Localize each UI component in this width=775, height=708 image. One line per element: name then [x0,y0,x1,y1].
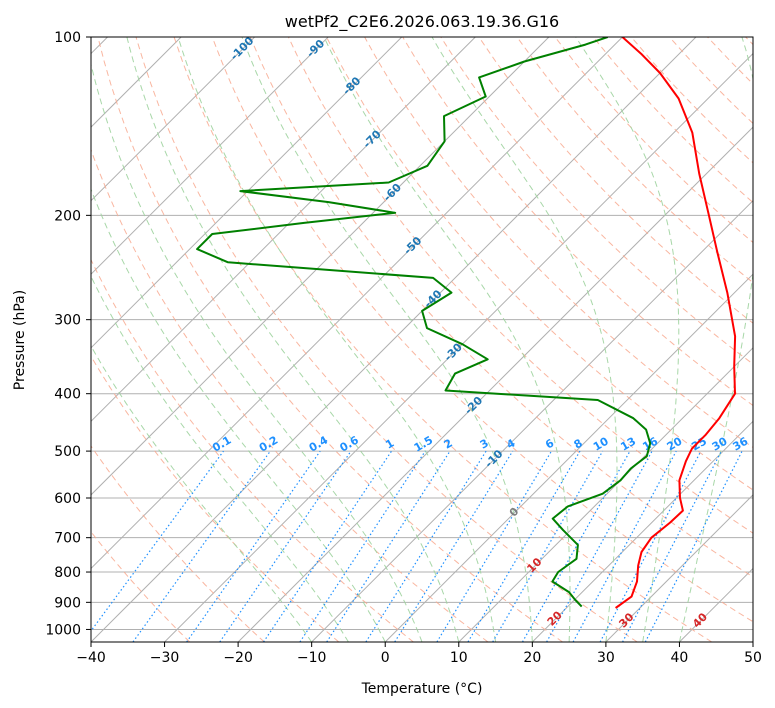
dry-adiabat-line [249,37,753,578]
isotherm-line [91,37,329,275]
y-tick-label: 100 [54,30,81,46]
dry-adiabat-line [91,445,265,642]
isotherm-line [91,37,403,349]
mixing-ratio-line [492,450,604,642]
moist-adiabat-line [91,275,349,642]
isotherm-line [237,126,753,642]
y-tick-label: 700 [54,531,81,547]
mixing-ratio-line [219,450,352,642]
isotherm-line [531,420,753,642]
y-axis-label: Pressure (hPa) [12,290,28,390]
x-tick-label: 50 [744,650,762,666]
moist-adiabat-line [241,37,533,642]
mixing-ratio-line [572,450,677,642]
mixing-ratio-line [467,450,581,642]
x-tick-label: 40 [671,650,689,666]
isotherm-line [752,641,753,642]
axis-ticks: −40 −30 −20 −10 0 10 20 30 40 50 100 200 300 400 500 60… [45,30,762,666]
y-tick-label: 900 [54,595,81,611]
x-axis-label: Temperature (°C) [361,681,483,697]
isotherm-line [91,37,623,570]
dry-adiabat-line [173,37,713,642]
mixing-ratio-line [546,450,653,642]
x-tick-label: 10 [450,650,468,666]
moist-adiabat-line [91,188,386,642]
dry-adiabat-line [91,355,340,642]
x-tick-label: 30 [597,650,615,666]
isotherm-line [91,37,256,202]
y-tick-label: 300 [54,313,81,329]
y-tick-label: 500 [54,444,81,460]
isotherm-line [91,37,476,423]
isotherm-line [605,494,753,642]
y-tick-label: 200 [54,208,81,224]
moist-adiabat-line [91,62,423,642]
mixing-ratio-line [394,450,514,642]
isotherm-line [384,273,753,642]
dry-adiabat-line [91,258,414,642]
y-tick-label: 600 [54,491,81,507]
profiles [196,37,737,609]
moist-adiabat-line [431,37,618,642]
dry-adiabat-line [326,37,753,491]
background-lines [91,37,753,642]
isotherm-line [458,347,753,642]
dry-adiabat-line [287,37,753,534]
moist-adiabat-line [177,37,497,642]
moist-adiabat-line [91,345,313,642]
y-tick-label: 800 [54,565,81,581]
x-tick-label: −30 [150,650,180,666]
dewpoint-profile-line [196,37,652,608]
x-tick-label: −40 [76,650,106,666]
mixing-ratio-line [326,450,451,642]
isotherm-line [91,37,697,642]
mixing-ratio-line [186,450,321,642]
x-tick-label: −10 [297,650,327,666]
plot-background [91,37,753,642]
y-tick-label: 1000 [45,622,81,638]
mixing-ratio-line [521,450,631,642]
isotherm-line [91,37,550,496]
y-tick-label: 400 [54,387,81,403]
dry-adiabat-line [211,37,753,623]
moist-adiabat-line [575,37,680,642]
isotherm-line [164,52,753,642]
temperature-profile-line [615,37,737,609]
moist-adiabat-line [126,37,460,642]
mixing-ratio-line [436,450,552,642]
x-tick-label: 0 [381,650,390,666]
plot-frame [90,36,754,643]
dry-adiabat-line [97,37,563,642]
mixing-ratio-line [365,450,487,642]
moist-adiabat-line [678,37,753,642]
x-tick-label: 20 [523,650,541,666]
chart-title: wetPf2_C2E6.2026.063.19.36.G16 [285,12,559,32]
x-tick-label: −20 [223,650,253,666]
